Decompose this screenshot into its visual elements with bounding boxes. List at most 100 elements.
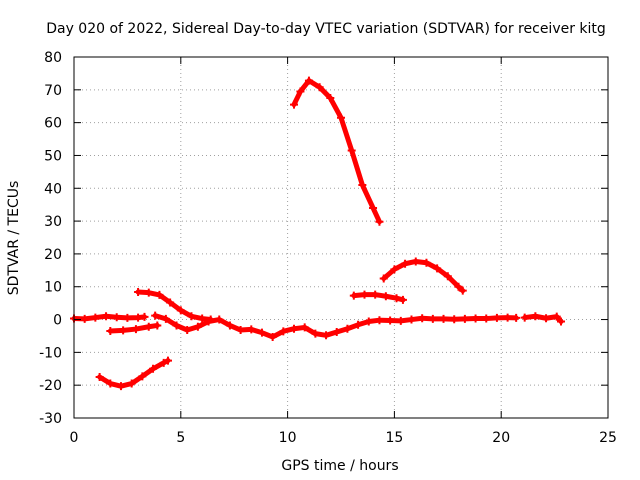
data-point [401,259,410,268]
data-point [337,113,345,122]
series-track-h [379,257,467,295]
data-point [290,100,299,109]
data-point [236,326,245,335]
data-point [520,313,529,322]
data-point [398,295,407,304]
data-point [172,321,181,330]
data-point [422,258,431,267]
data-point [358,180,367,189]
data-point [332,328,341,337]
series-track-i [520,312,566,326]
data-point [112,313,121,322]
x-tick-label: 20 [492,430,510,446]
y-tick-label: 60 [44,116,62,132]
data-point [354,320,363,329]
y-tick-label: 70 [44,83,62,99]
data-point [364,317,373,326]
data-point [151,311,160,320]
data-point [390,265,399,274]
data-point [123,313,132,322]
data-point [187,312,196,321]
data-point [343,324,352,333]
data-point [322,331,331,340]
data-point [418,314,427,323]
data-point [439,314,448,323]
data-point [392,294,401,303]
y-tick-label: -30 [39,411,62,427]
x-tick-label: 5 [176,430,185,446]
data-point [106,379,115,388]
data-point [127,379,136,388]
data-point [106,327,115,336]
data-point [300,323,309,332]
data-point [411,257,420,266]
data-point [215,315,224,324]
x-axis-label: GPS time / hours [281,458,398,474]
data-point [193,322,202,331]
data-point [279,327,288,336]
data-point [396,316,405,325]
data-point [381,292,390,301]
data-point [375,217,384,226]
data-point [315,83,324,92]
data-point [531,312,540,321]
data-point [304,76,313,85]
data-point [159,358,168,367]
series-track-b [95,356,172,391]
x-tick-label: 0 [70,430,79,446]
y-tick-label: -10 [39,345,62,361]
y-tick-label: 20 [44,247,62,263]
data-point [140,312,149,321]
data-point [290,324,299,333]
data-point [347,146,356,155]
data-point [371,290,380,299]
data-point [80,314,89,323]
data-point [503,313,512,322]
data-point [161,314,170,323]
data-point [144,322,153,331]
y-tick-label: 40 [44,181,62,197]
data-point [91,313,100,322]
data-point [131,325,140,334]
data-point [225,321,234,330]
data-point [482,314,491,323]
data-point [134,287,143,296]
x-tick-label: 10 [279,430,297,446]
data-point [95,372,104,381]
y-tick-label: 10 [44,280,62,296]
data-point [450,315,459,324]
series-track-g [349,290,407,304]
data-point [471,314,480,323]
y-tick-label: 30 [44,214,62,230]
y-tick-label: 0 [53,313,62,329]
chart-title: Day 020 of 2022, Sidereal Day-to-day VTE… [46,21,606,37]
x-tick-label: 25 [599,430,617,446]
data-point [375,316,384,325]
data-point [116,382,125,391]
axis-ticks: 0 5 10 15 20 25 -30 -20 -10 0 10 20 30 40 50 60 70 80 [39,50,617,446]
y-tick-label: 80 [44,50,62,66]
y-tick-label: 50 [44,148,62,164]
data-point [257,328,266,337]
data-point [360,290,369,299]
data-point [155,290,164,299]
data-point [552,312,561,321]
data-point [369,203,378,212]
x-tick-label: 15 [385,430,403,446]
series-track-e [151,311,521,341]
data-point [149,364,158,373]
data-point [428,314,437,323]
data-point [119,326,128,335]
data-point [386,316,395,325]
data-point [542,314,551,323]
data-point [458,286,467,295]
data-point [102,312,111,321]
data-point [512,313,521,322]
series-track-a [70,312,149,323]
y-axis-label: SDTVAR / TECUs [6,181,22,296]
data-point [454,282,463,291]
series-track-f [290,76,384,226]
series-track-c [106,321,162,336]
data-point [443,272,452,281]
